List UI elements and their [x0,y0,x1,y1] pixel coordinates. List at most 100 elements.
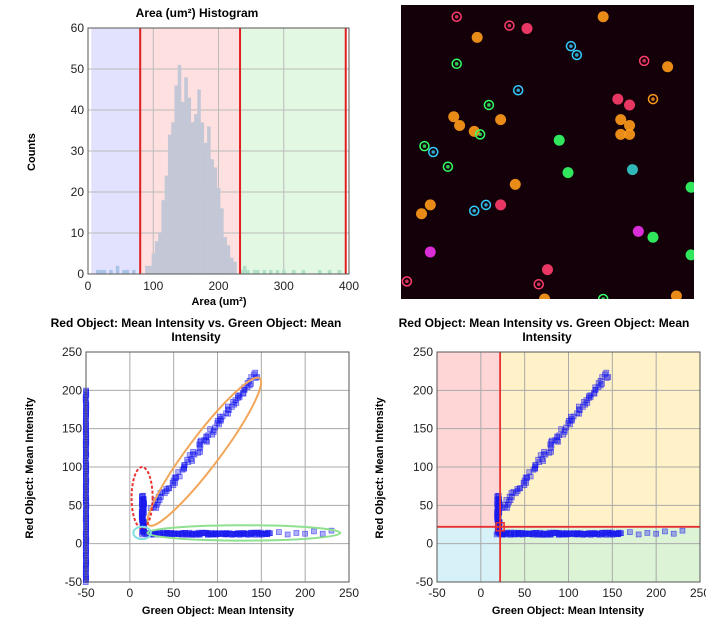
data-point [519,531,525,537]
cell-blob [495,199,507,211]
data-point [244,384,251,390]
cell-blob [624,99,636,111]
data-point [250,531,257,537]
x-tick-label: 200 [295,586,315,600]
histogram-bar [190,122,195,274]
data-point [524,474,530,481]
fluorescence-image[interactable] [401,5,694,299]
scatter2-ylabel: Red Object: Mean Intensity [374,397,386,539]
x-tick-label: 150 [251,586,271,600]
y-tick-label: 250 [62,345,82,359]
histogram-bar [171,122,175,274]
scatter1-grid [85,351,350,583]
cell-blob [416,208,428,220]
data-point [203,437,210,444]
y-tick-label: -50 [416,575,434,589]
data-point [179,531,185,538]
data-point [210,427,217,434]
data-point [570,413,577,420]
data-point [183,531,190,538]
histogram-bar [301,269,306,274]
data-point [496,496,502,502]
data-point [618,530,624,536]
data-point [311,528,317,535]
data-point [601,531,608,537]
data-point [293,530,300,536]
data-point [670,530,677,537]
histogram-bar [151,253,156,274]
scatter1-xlabel: Green Object: Mean Intensity [142,605,295,617]
x-tick-label: 150 [602,586,622,600]
histogram-bar [269,269,273,274]
cell-core [516,88,520,93]
x-tick-label: 100 [207,586,227,600]
histogram-ytick: 10 [71,226,85,240]
cell-blob [626,164,638,176]
data-point [153,505,159,511]
data-point [541,448,547,455]
cell-blob [615,114,627,126]
data-point [507,497,514,503]
histogram-bar [200,122,205,274]
cell-core [431,150,436,154]
histogram-ytick: 0 [77,267,84,281]
cell-ring [571,49,583,61]
cell-ring [638,55,650,67]
cell-blob [495,114,507,126]
data-point [597,377,604,384]
data-point [203,433,210,440]
cell-core [487,103,491,107]
cell-ring [483,99,495,111]
data-point [166,485,172,491]
data-point [240,390,246,396]
plot-frame [436,351,701,583]
data-point [532,462,539,468]
data-point [595,384,602,390]
histogram-xtick: 200 [208,279,228,293]
cell-ring [533,279,544,290]
data-point [603,531,609,538]
histogram-bar [207,126,211,275]
plot-frame [85,351,350,583]
cell-blob [615,128,627,140]
data-point [577,407,583,413]
cell-blob [624,128,636,140]
histogram-bar [229,257,234,274]
histogram-ylabel: Counts [26,133,38,171]
data-point [157,494,164,500]
data-point [140,496,147,502]
x-tick-label: 250 [690,586,706,600]
data-point [252,531,258,538]
cell-objects [401,11,694,299]
data-point [576,531,582,538]
cell-ring [427,146,439,158]
data-point [284,531,291,538]
cell-blob [647,231,659,243]
data-point [527,473,534,480]
data-point [576,403,582,410]
y-tick-label: 50 [69,498,83,512]
data-point [542,451,549,458]
data-point [319,530,326,537]
x-tick-label: -50 [428,586,446,600]
data-point [592,384,599,391]
data-point [567,421,573,428]
data-point [599,381,605,387]
x-tick-label: 0 [126,586,133,600]
data-point [494,493,501,499]
histogram-bar [216,187,221,274]
cell-blob [597,11,609,23]
data-point [140,510,147,517]
data-point [530,531,536,538]
data-point [181,463,187,470]
data-point [191,451,198,458]
scatter1-gates[interactable] [130,369,342,542]
histogram-bar [99,269,103,274]
data-point [532,463,538,470]
scatter2-gates[interactable] [437,352,700,582]
y-tick-label: 200 [413,383,433,397]
quadrant-bottom-left [437,526,501,582]
cell-ring [419,140,430,152]
histogram-bar [256,269,260,274]
cell-ring [480,199,492,211]
